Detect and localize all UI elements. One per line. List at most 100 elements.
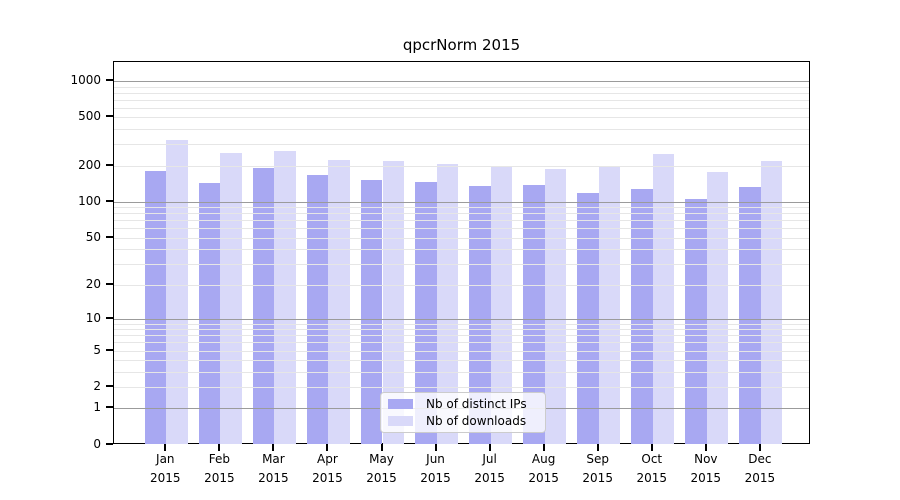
x-tick-label-mar: Mar 2015	[258, 452, 289, 485]
x-tick-label-aug: Aug 2015	[528, 452, 559, 485]
bar-downloads-may	[382, 161, 405, 444]
x-tick-mark-aug	[542, 444, 545, 451]
y-tick-mark-0	[106, 443, 113, 445]
y-tick-mark-500	[106, 115, 113, 118]
x-tick-mark-feb	[218, 444, 221, 451]
x-tick-mark-nov	[704, 444, 707, 451]
gridline-major-100	[114, 201, 809, 203]
bar-downloads-jan	[166, 140, 188, 444]
y-tick-mark-5	[106, 348, 113, 351]
y-tick-label-5: 5	[93, 342, 101, 357]
y-tick-label-10: 10	[85, 310, 101, 325]
gridline-minor-60	[114, 228, 809, 230]
y-tick-label-2: 2	[93, 379, 101, 394]
y-tick-label-200: 200	[78, 157, 101, 172]
legend-label-downloads: Nb of downloads	[426, 414, 527, 429]
x-tick-mark-sep	[596, 444, 599, 451]
chart-title: qpcrNorm 2015	[402, 36, 521, 54]
bar-distinct-ips-feb	[198, 183, 221, 444]
x-tick-mark-jan	[164, 444, 167, 451]
x-tick-label-jan: Jan 2015	[150, 452, 181, 485]
y-tick-mark-100	[106, 199, 113, 202]
legend-swatch-downloads	[388, 416, 413, 427]
x-tick-mark-apr	[326, 444, 329, 451]
bar-distinct-ips-oct	[631, 189, 653, 444]
gridline-major-10	[114, 318, 809, 320]
legend: Nb of distinct IPs Nb of downloads	[380, 392, 546, 433]
gridline-minor-9	[114, 323, 809, 325]
gridline-minor-700	[114, 99, 809, 101]
y-tick-mark-50	[106, 235, 113, 238]
gridline-minor-2	[114, 387, 809, 389]
legend-label-distinct-ips: Nb of distinct IPs	[426, 396, 527, 411]
gridline-minor-8	[114, 329, 809, 331]
gridline-minor-800	[114, 92, 809, 94]
gridline-minor-600	[114, 107, 809, 109]
y-tick-label-100: 100	[78, 193, 101, 208]
bar-downloads-apr	[328, 160, 351, 444]
y-tick-mark-10	[106, 316, 113, 319]
bar-downloads-feb	[220, 153, 242, 444]
x-tick-label-dec: Dec 2015	[744, 452, 776, 485]
bar-distinct-ips-jan	[144, 171, 167, 444]
x-tick-mark-may	[380, 444, 383, 451]
gridline-minor-4	[114, 360, 809, 362]
bar-distinct-ips-dec	[739, 186, 761, 444]
x-tick-label-feb: Feb 2015	[204, 452, 235, 485]
y-tick-mark-1000	[106, 79, 113, 81]
gridline-minor-500	[114, 117, 809, 119]
y-tick-mark-20	[106, 282, 113, 285]
y-tick-label-20: 20	[85, 276, 101, 291]
gridline-minor-6	[114, 342, 809, 344]
bar-distinct-ips-sep	[577, 193, 599, 444]
x-tick-label-apr: Apr 2015	[312, 452, 343, 485]
gridline-minor-70	[114, 220, 809, 222]
x-tick-label-nov: Nov 2015	[690, 452, 722, 485]
gridline-minor-90	[114, 207, 809, 209]
x-tick-label-sep: Sep 2015	[582, 452, 613, 485]
gridline-minor-7	[114, 335, 809, 337]
gridline-minor-40	[114, 249, 809, 251]
legend-entry-distinct-ips: Nb of distinct IPs	[388, 397, 545, 411]
gridline-minor-200	[114, 165, 809, 167]
gridline-minor-900	[114, 86, 809, 88]
gridline-minor-3	[114, 371, 809, 373]
gridline-minor-5	[114, 350, 809, 352]
legend-swatch-distinct-ips	[388, 398, 413, 409]
y-tick-mark-200	[106, 163, 113, 166]
y-tick-label-50: 50	[85, 229, 101, 244]
y-tick-label-1000: 1000	[70, 73, 101, 87]
x-tick-mark-mar	[272, 444, 275, 451]
bar-distinct-ips-mar	[252, 168, 275, 444]
gridline-major-1000	[114, 81, 809, 82]
x-tick-mark-dec	[758, 444, 761, 451]
bar-downloads-mar	[274, 151, 296, 444]
y-tick-label-1: 1	[93, 400, 101, 415]
y-tick-mark-2	[106, 385, 113, 388]
x-tick-mark-jul	[488, 444, 491, 451]
bar-downloads-nov	[706, 171, 729, 444]
x-tick-mark-oct	[650, 444, 653, 451]
gridline-minor-400	[114, 129, 809, 131]
bar-downloads-aug	[544, 168, 567, 444]
bar-downloads-dec	[760, 161, 783, 444]
y-tick-label-0: 0	[93, 437, 101, 451]
bar-downloads-jun	[436, 164, 459, 444]
y-tick-label-500: 500	[78, 109, 101, 124]
bar-distinct-ips-apr	[306, 175, 329, 444]
x-tick-mark-jun	[434, 444, 437, 451]
bar-distinct-ips-nov	[685, 198, 707, 444]
bar-distinct-ips-may	[360, 180, 383, 444]
gridline-minor-30	[114, 264, 809, 266]
x-tick-label-may: May 2015	[366, 452, 397, 485]
bar-downloads-oct	[652, 154, 675, 444]
y-tick-mark-1	[106, 406, 113, 409]
x-tick-label-jun: Jun 2015	[420, 452, 451, 485]
x-tick-label-oct: Oct 2015	[636, 452, 668, 485]
gridline-minor-300	[114, 144, 809, 146]
gridline-minor-80	[114, 213, 809, 215]
bar-downloads-sep	[598, 166, 621, 444]
bar-distinct-ips-jun	[414, 181, 437, 444]
plot-area	[113, 61, 810, 444]
